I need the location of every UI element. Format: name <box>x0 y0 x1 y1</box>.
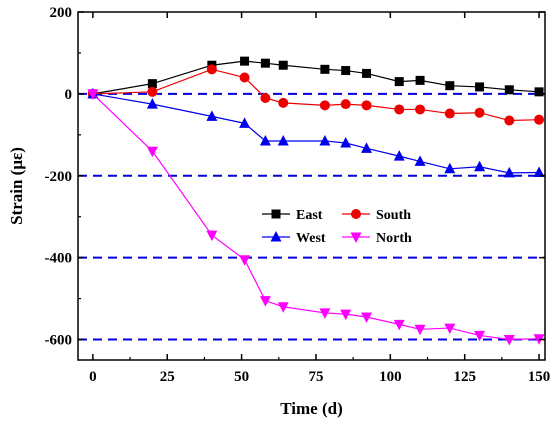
tick-labels: 0 25 50 75 100 125 150 200 0 -200 -400 -600 <box>45 5 550 385</box>
x-tick-label: 50 <box>234 369 249 385</box>
legend-marker-east <box>271 209 281 219</box>
series-line-south <box>92 68 540 122</box>
legend-marker-west <box>270 231 282 242</box>
plot-frame <box>77 11 546 361</box>
data-point-south <box>534 114 545 125</box>
data-point-east <box>341 66 351 76</box>
data-point-west <box>319 134 331 146</box>
data-point-north <box>414 324 426 336</box>
data-point-east <box>504 85 514 95</box>
x-axis-title: Time (d) <box>280 399 343 418</box>
data-point-south <box>278 97 289 108</box>
data-point-west <box>259 134 271 146</box>
legend-label-east: East <box>296 208 323 223</box>
data-point-west <box>414 155 426 166</box>
data-point-west <box>393 150 405 161</box>
axis-ticks <box>78 11 545 360</box>
data-point-south <box>504 115 515 126</box>
series-west <box>87 87 545 178</box>
y-tick-label: -600 <box>45 333 73 349</box>
x-tick-label: 75 <box>308 369 323 385</box>
data-point-west <box>474 160 486 172</box>
x-tick-label: 0 <box>89 369 97 385</box>
data-point-west <box>340 137 352 148</box>
legend: East South West North <box>262 208 412 246</box>
data-point-west <box>277 134 289 146</box>
data-point-east <box>147 79 157 89</box>
legend-item-south: South <box>342 208 411 223</box>
data-point-south <box>361 100 372 111</box>
data-point-west <box>444 162 456 174</box>
data-point-east <box>320 64 330 74</box>
data-point-east <box>534 87 544 97</box>
data-point-south <box>444 108 455 119</box>
data-point-west <box>361 142 373 153</box>
y-tick-label: -400 <box>45 251 73 267</box>
y-tick-label: -200 <box>45 169 73 185</box>
y-axis-title: Strain (με) <box>7 147 26 225</box>
data-point-east <box>278 60 288 70</box>
legend-marker-south <box>351 209 361 219</box>
legend-item-north: North <box>342 231 412 246</box>
data-point-north <box>444 323 456 335</box>
data-point-west <box>239 117 251 128</box>
data-point-south <box>206 64 217 75</box>
y-tick-label: 200 <box>50 5 73 21</box>
data-point-north <box>146 146 158 158</box>
x-tick-label: 150 <box>528 369 550 385</box>
legend-item-east: East <box>262 208 323 223</box>
data-point-north <box>319 308 331 319</box>
data-point-north <box>239 255 251 266</box>
y-tick-label: 0 <box>65 87 73 103</box>
data-point-south <box>340 99 351 110</box>
data-point-west <box>146 98 158 109</box>
data-point-north <box>277 302 289 313</box>
data-point-north <box>393 319 405 331</box>
data-point-east <box>445 81 455 91</box>
data-point-west <box>503 166 515 178</box>
data-point-north <box>474 330 486 342</box>
data-point-north <box>361 312 373 324</box>
data-point-west <box>206 110 218 121</box>
legend-label-west: West <box>296 231 326 246</box>
data-point-east <box>240 56 250 66</box>
x-tick-label: 25 <box>160 369 175 385</box>
data-point-south <box>415 104 426 115</box>
x-tick-label: 100 <box>379 369 402 385</box>
legend-label-north: North <box>376 231 412 246</box>
data-point-south <box>239 72 250 83</box>
series-south <box>87 64 545 126</box>
data-point-east <box>362 68 372 78</box>
data-point-south <box>260 92 271 103</box>
data-point-north <box>87 89 99 100</box>
x-tick-label: 125 <box>453 369 476 385</box>
legend-marker-north <box>350 232 362 243</box>
legend-item-west: West <box>262 231 326 246</box>
data-point-south <box>319 100 330 111</box>
data-point-north <box>340 309 352 321</box>
series-north <box>87 89 545 346</box>
data-point-west <box>533 166 545 177</box>
series-layer <box>87 56 545 346</box>
legend-label-south: South <box>376 208 411 223</box>
data-point-south <box>147 86 158 97</box>
data-point-east <box>415 75 425 85</box>
data-point-south <box>394 104 405 115</box>
data-point-east <box>394 77 404 87</box>
data-point-north <box>259 296 271 307</box>
data-point-east <box>260 58 270 68</box>
data-point-east <box>475 82 485 92</box>
data-point-north <box>503 335 515 346</box>
data-point-north <box>206 230 218 242</box>
data-point-south <box>474 107 485 118</box>
